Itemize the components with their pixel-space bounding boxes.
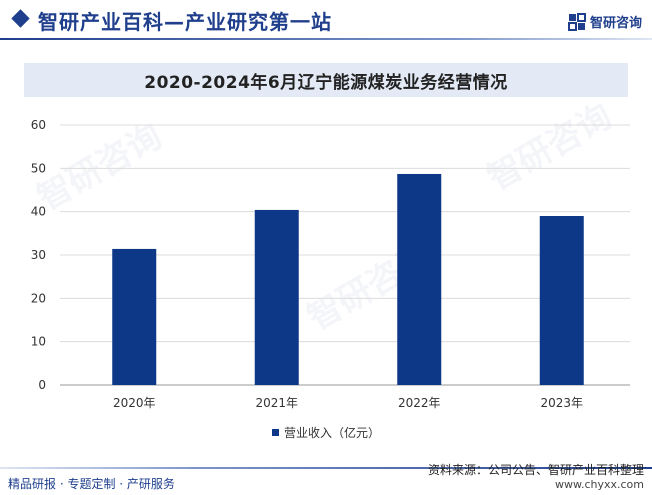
brand-name: 智研咨询 — [589, 16, 642, 31]
legend-label: 营业收入（亿元） — [283, 426, 380, 440]
legend-swatch — [271, 429, 279, 436]
footer-divider — [0, 467, 652, 469]
footer-source: 资料来源：公司公告、智研产业百科整理 — [427, 463, 644, 477]
x-tick-label: 2020年 — [113, 396, 156, 410]
chart-title-band: 2020-2024年6月辽宁能源煤炭业务经营情况 — [24, 63, 628, 97]
y-tick-label: 20 — [31, 291, 46, 305]
x-tick-label: 2022年 — [398, 396, 441, 410]
diamond-icon — [11, 9, 30, 28]
bar-chart: 0 10 20 30 40 50 60 2020年 2021年 2022年 2023年 — [31, 118, 630, 410]
footer-services: 精品研报 · 专题定制 · 产研服务 — [8, 477, 175, 491]
y-tick-label: 30 — [31, 248, 46, 262]
bar — [112, 248, 157, 385]
x-tick-label: 2021年 — [255, 396, 298, 410]
y-tick-label: 0 — [38, 378, 46, 392]
y-tick-label: 40 — [31, 205, 46, 219]
y-tick-label: 10 — [31, 335, 46, 349]
legend: 营业收入（亿元） — [0, 424, 652, 441]
chart-title: 2020-2024年6月辽宁能源煤炭业务经营情况 — [144, 72, 508, 93]
brand: 智研咨询 — [567, 12, 642, 31]
x-tick-label: 2023年 — [540, 396, 583, 410]
bar — [254, 209, 299, 385]
bar — [397, 173, 442, 385]
y-tick-label: 60 — [31, 118, 46, 132]
y-tick-label: 50 — [31, 161, 46, 175]
footer-url: www.chyxx.com — [554, 478, 644, 491]
brand-logo-icon — [567, 12, 586, 31]
site-title: 智研产业百科—产业研究第一站 — [38, 10, 332, 34]
header: 智研产业百科—产业研究第一站 智研咨询 — [0, 0, 652, 42]
bar — [539, 216, 584, 385]
header-divider — [0, 38, 652, 40]
